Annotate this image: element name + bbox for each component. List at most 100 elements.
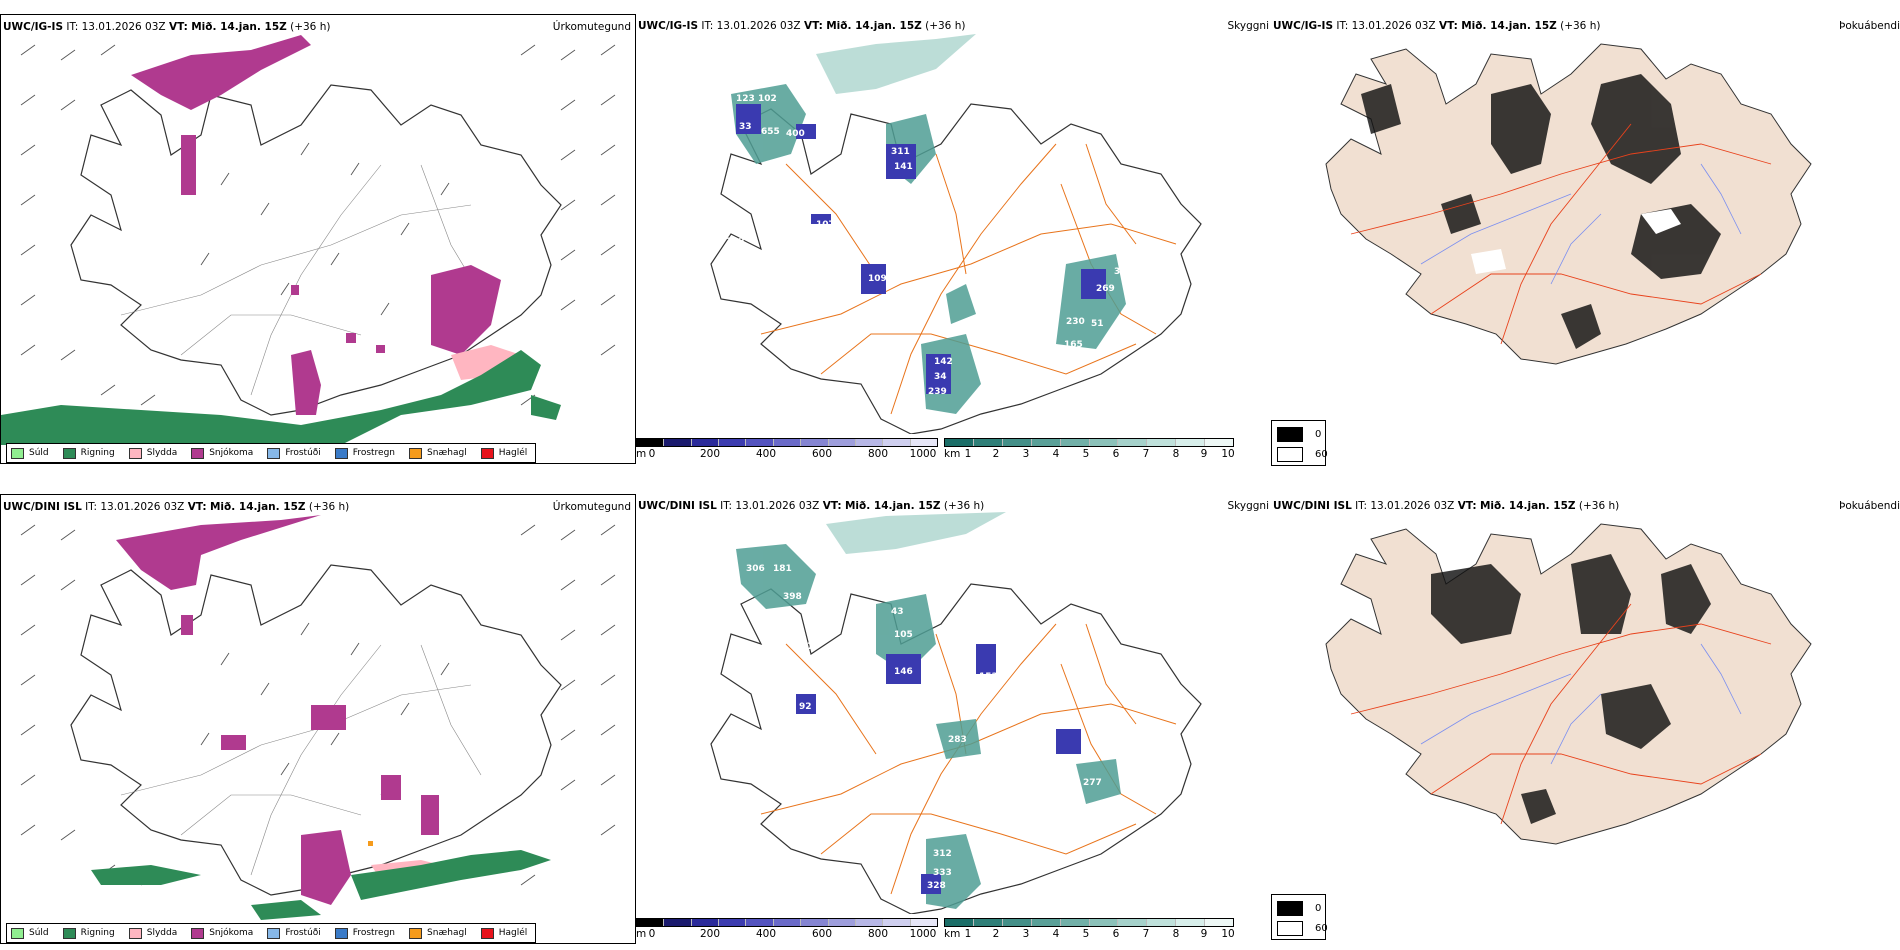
fog-legend-bottom: 0 60: [1271, 894, 1328, 940]
cloud-base-label: 105: [894, 630, 913, 640]
legend-swatch: [409, 447, 423, 459]
iceland-outline: [70, 84, 562, 416]
legend-item: Haglél: [480, 927, 527, 939]
cloud-base-label: 51: [1091, 319, 1104, 329]
panel-title: UWC/IG-IS IT: 13.01.2026 03Z VT: Mið. 14…: [1273, 20, 1601, 32]
colorbar-cells: [944, 438, 1234, 447]
legend-item: Snjókoma: [191, 927, 253, 939]
cloud-base-label: 153: [979, 672, 998, 682]
visibility-panel-bottom: UWC/DINI ISL IT: 13.01.2026 03Z VT: Mið.…: [636, 494, 1271, 944]
cloud-base-areas: [796, 644, 1081, 894]
colorbar-tick: 5: [1082, 928, 1090, 940]
visibility-title: Skyggni: [1227, 20, 1270, 32]
colorbar-tick: 1: [964, 448, 972, 460]
cloud-base-label: 146: [894, 667, 913, 677]
colorbar-unit: m: [636, 448, 647, 460]
cloud-base-label: 239: [928, 387, 947, 397]
legend-item: Rigning: [62, 447, 115, 459]
legend-label: Snæhagl: [427, 448, 467, 458]
colorbar-tick: 200: [699, 928, 721, 940]
legend-swatch: [128, 447, 142, 459]
legend-swatch: [480, 447, 494, 459]
legend-label: Slydda: [146, 448, 178, 458]
visibility-colorbar-bottom: km 1 2 3 4 5 6 7 8 9 10: [944, 918, 1235, 941]
colorbar-tick: 1: [964, 928, 972, 940]
glaciers: [1471, 209, 1681, 274]
colorbar-tick: 8: [1172, 448, 1180, 460]
fog-legend-label: 0: [1315, 429, 1322, 440]
cloud-base-label: 142: [934, 357, 953, 367]
visibility-panel-top: UWC/IG-IS IT: 13.01.2026 03Z VT: Mið. 14…: [636, 14, 1271, 464]
cloud-base-label: 306: [746, 564, 765, 574]
legend-label: Frostúði: [285, 448, 321, 458]
legend-swatch: [62, 447, 76, 459]
precip-type-panel-bottom: UWC/DINI ISL IT: 13.01.2026 03Z VT: Mið.…: [0, 494, 636, 944]
cloud-base-label: 181: [773, 564, 792, 574]
legend-item: Snæhagl: [409, 927, 467, 939]
colorbar-tick: 9: [1200, 928, 1208, 940]
legend-swatch: [128, 927, 142, 939]
cloud-base-label: 333: [933, 868, 952, 878]
panel-title: UWC/IG-IS IT: 13.01.2026 03Z VT: Mið. 14…: [3, 21, 331, 33]
cloud-base-label: 230: [1066, 317, 1085, 327]
cloud-base-label: 141: [894, 162, 913, 172]
cloud-base-label: 328: [927, 881, 946, 891]
legend-item: Frostúði: [267, 447, 321, 459]
cloud-base-label: 34: [934, 372, 947, 382]
cloud-base-label: 102: [758, 94, 777, 104]
snow-pellet-area: [368, 841, 373, 846]
cloud-base-label: 398: [783, 592, 802, 602]
colorbar-tick: 0: [648, 448, 656, 460]
panel-title: UWC/IG-IS IT: 13.01.2026 03Z VT: Mið. 14…: [638, 20, 966, 32]
roads: [120, 164, 482, 396]
legend-item: Slydda: [128, 927, 178, 939]
colorbar-tick: 10: [1221, 928, 1235, 940]
precip-type-title: Úrkomutegund: [552, 21, 631, 33]
legend-swatch: [480, 927, 494, 939]
legend-label: Rigning: [80, 448, 115, 458]
wind-barbs: [20, 44, 616, 406]
visibility-map: 102 123 33 655 400 311 141 131 107 109 1…: [710, 34, 1202, 434]
precip-type-panel-top: UWC/IG-IS IT: 13.01.2026 03Z VT: Mið. 14…: [0, 14, 636, 464]
colorbar-tick: 6: [1112, 928, 1120, 940]
cloud-base-label: 283: [948, 735, 967, 745]
colorbar-tick: 7: [1142, 448, 1150, 460]
fog-legend-row: 0: [1277, 427, 1321, 442]
colorbar-cells: [636, 438, 938, 447]
snow-areas: [131, 35, 501, 415]
cloud-base-label: 107: [816, 220, 835, 230]
legend-swatch: [62, 927, 76, 939]
precip-legend-top: Súld Rigning Slydda Snjókoma Frostúði Fr…: [6, 443, 537, 463]
cloud-base-label: 77: [801, 642, 814, 652]
legend-swatch: [334, 447, 348, 459]
legend-item: Haglél: [480, 447, 528, 459]
rain-areas: [1, 350, 561, 445]
legend-item: Slydda: [128, 447, 178, 459]
visibility-colorbar-top: km 1 2 3 4 5 6 7 8 9 10: [944, 438, 1235, 461]
fog-panel-top: UWC/IG-IS IT: 13.01.2026 03Z VT: Mið. 14…: [1271, 14, 1900, 466]
fog-legend-row: 60: [1277, 921, 1328, 936]
fog-legend-swatch: [1277, 901, 1303, 916]
legend-swatch: [11, 927, 24, 939]
colorbar-tick: 1000: [909, 448, 937, 460]
legend-label: Snjókoma: [209, 448, 254, 458]
fog-legend-label: 0: [1315, 903, 1322, 914]
cloud-base-label: 400: [786, 129, 805, 139]
fog-legend-label: 60: [1315, 923, 1328, 934]
cloud-base-values: 102 123 33 655 400 311 141 131 107 109 1…: [726, 94, 1133, 397]
legend-label: Haglél: [498, 448, 528, 458]
legend-swatch: [409, 927, 423, 939]
legend-label: Frostúði: [285, 928, 321, 938]
colorbar-tick: 1000: [909, 928, 937, 940]
colorbar-tick: 4: [1052, 928, 1060, 940]
cloud-base-label: 312: [933, 849, 952, 859]
fog-map: [1325, 523, 1812, 845]
fog-panel-bottom: UWC/DINI ISL IT: 13.01.2026 03Z VT: Mið.…: [1271, 494, 1900, 944]
fog-title: Þokuábendi: [1839, 20, 1900, 32]
cloud-base-label: 131: [776, 191, 795, 201]
colorbar-tick: 4: [1052, 448, 1060, 460]
colorbar-tick: 400: [755, 448, 777, 460]
colorbar-tick: 0: [648, 928, 656, 940]
cloud-base-label: 311: [891, 147, 910, 157]
legend-label: Slydda: [146, 928, 178, 938]
